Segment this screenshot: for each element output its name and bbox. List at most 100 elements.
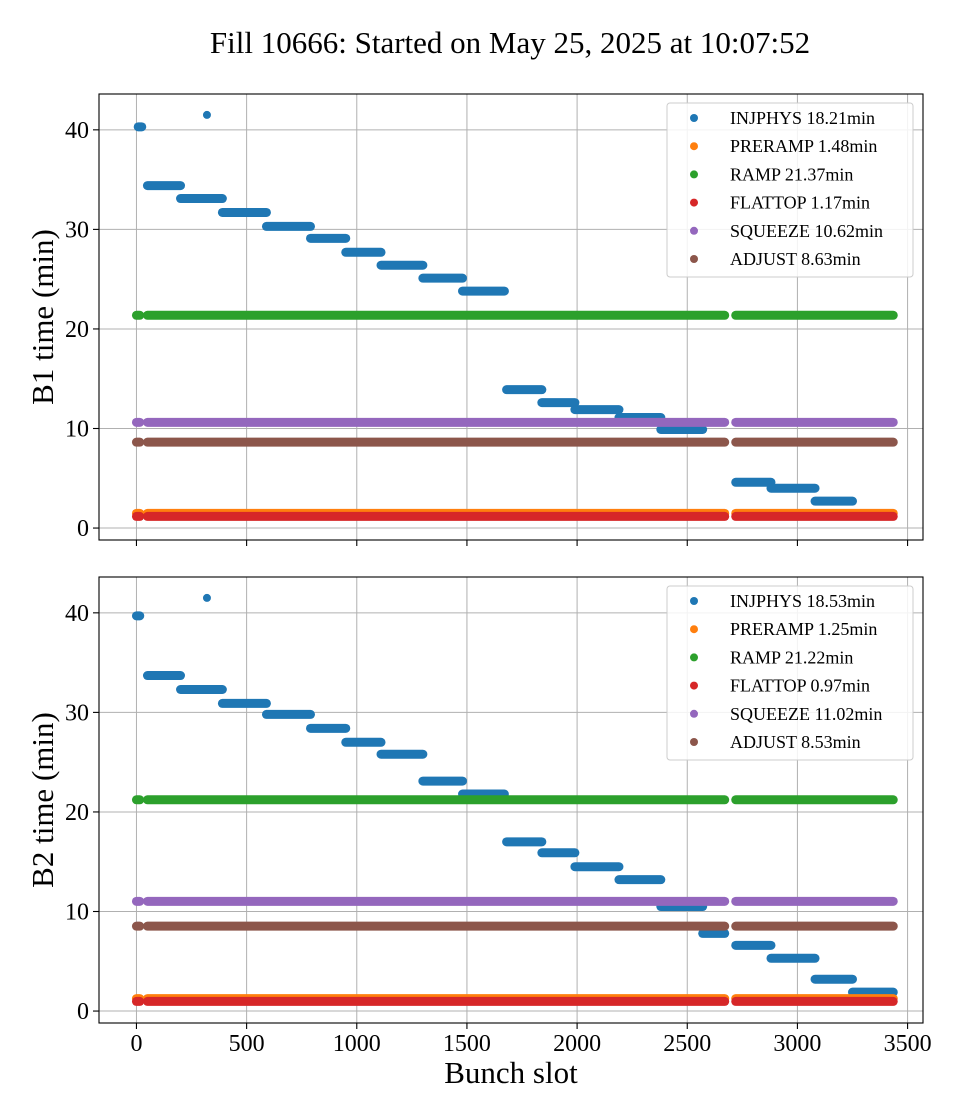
b2-legend-marker — [690, 653, 698, 662]
b2-xtick-label: 2000 — [553, 1031, 601, 1057]
b2-series-5-run — [142, 921, 730, 931]
b2-series-0-run — [537, 848, 580, 858]
b2-ylabel: B2 time (min) — [25, 712, 60, 888]
b1-series-0-run — [656, 424, 708, 434]
b2-xtick-label: 500 — [229, 1031, 265, 1057]
b2-series-4 — [131, 896, 898, 906]
b2-xtick-label: 3500 — [884, 1031, 932, 1057]
b2-series-0-run — [418, 776, 468, 786]
b2-series-0 — [131, 593, 898, 997]
b1-series-4-run — [142, 417, 730, 427]
b1-series-5-run — [731, 437, 898, 447]
b1-legend-entry: RAMP 21.37min — [730, 164, 853, 184]
b1-series-0-run — [341, 247, 386, 257]
b2-series-0-run — [570, 862, 624, 872]
b2-series-3 — [131, 996, 898, 1006]
b1-series-3-run — [131, 511, 145, 521]
b1-legend-entry: FLATTOP 1.17min — [730, 193, 870, 213]
b1-legend-marker — [690, 142, 698, 151]
b2-legend-marker — [690, 625, 698, 634]
b2-ytick-label: 0 — [77, 999, 89, 1025]
b1-series-3-run — [142, 511, 730, 521]
b2-legend-box — [666, 585, 914, 761]
figure-title: Fill 10666: Started on May 25, 2025 at 1… — [210, 25, 810, 60]
b1-series-3 — [131, 511, 898, 521]
b1-ytick-label: 0 — [77, 516, 89, 542]
b2-series-0-run — [698, 928, 730, 938]
b1-series-5-run — [142, 437, 730, 447]
b2-panel: 0 500 1000 1500 2000 2500 3000 3500 0 10 20 30 40 B2 … — [25, 576, 932, 1090]
b1-series-0-run — [502, 385, 547, 395]
b1-legend-marker — [690, 170, 698, 179]
b1-series-0-run — [766, 483, 820, 493]
b2-ytick-label: 40 — [65, 601, 89, 627]
b2-series-5-run — [731, 921, 898, 931]
b1-series-0-run — [537, 398, 580, 408]
b2-xtick-label: 1000 — [333, 1031, 381, 1057]
b1-series-0-run — [217, 207, 271, 217]
b1-legend-marker — [690, 255, 698, 263]
b2-series-4-run — [731, 896, 898, 906]
b2-axes-frame — [98, 576, 924, 1024]
b1-ylabel: B1 time (min) — [25, 229, 60, 405]
b2-series-4-run — [131, 896, 145, 906]
b2-series-4-run — [142, 896, 730, 906]
b2-series-2-run — [131, 795, 145, 805]
b2-series-0-run — [614, 875, 666, 885]
b1-series-4 — [131, 417, 898, 427]
b1-series-0 — [133, 110, 857, 506]
b1-series-5-run — [131, 437, 145, 447]
b1-series-4-run — [131, 417, 145, 427]
b2-xtick-label: 0 — [130, 1031, 142, 1057]
b2-ytick-label: 10 — [65, 900, 89, 926]
b1-series-2-run — [131, 310, 145, 320]
b2-legend-entry: PRERAMP 1.25min — [730, 619, 877, 639]
b1-series-0-run — [176, 194, 227, 204]
b1-series-3-run — [731, 511, 898, 521]
b1-legend-entry: INJPHYS 18.21min — [730, 108, 875, 128]
b2-series-2-run — [142, 795, 730, 805]
b1-series-2 — [131, 310, 898, 320]
b1-legend-entry: ADJUST 8.63min — [730, 249, 861, 269]
b1-legend-entry: PRERAMP 1.48min — [730, 136, 877, 156]
b2-legend-marker — [690, 709, 698, 718]
b2-legend-entry: RAMP 21.22min — [730, 647, 853, 667]
b1-series-2-run — [731, 310, 898, 320]
b2-series-0-run — [766, 953, 820, 963]
b1-legend-box — [666, 102, 914, 278]
b1-series-0-run — [261, 221, 316, 231]
b1-series-0-run — [376, 260, 428, 270]
b2-series-0-point — [202, 593, 211, 602]
b2-series-3-run — [131, 996, 145, 1006]
b2-series-0-run — [810, 974, 857, 984]
b1-series-0-run — [570, 405, 624, 415]
b1-ytick-label: 30 — [65, 217, 89, 243]
b2-series-0-run — [261, 709, 316, 719]
b1-series-0-run — [458, 286, 509, 296]
b1-legend-entry: SQUEEZE 10.62min — [730, 221, 883, 241]
b1-series-4-run — [731, 417, 898, 427]
b2-series-0-run — [217, 698, 271, 708]
b2-legend: INJPHYS 18.53min PRERAMP 1.25min RAMP 21.2… — [666, 585, 914, 761]
b2-series-0-run — [502, 837, 547, 847]
b2-series-0-run — [731, 940, 776, 950]
b2-series-0-run — [176, 684, 227, 694]
b1-series-0-run — [133, 122, 147, 132]
b2-series-2-run — [731, 795, 898, 805]
b1-series-0-run — [731, 477, 776, 487]
b2-series-3-run — [142, 996, 730, 1006]
b1-series-2-run — [142, 310, 730, 320]
b2-legend-marker — [690, 681, 698, 690]
b1-legend-marker — [690, 226, 698, 235]
b1-series-5 — [131, 437, 898, 447]
b2-xtick-label: 3000 — [773, 1031, 821, 1057]
b2-xtick-label: 2500 — [663, 1031, 711, 1057]
b2-series-0-run — [376, 749, 428, 759]
b2-series-0-run — [306, 723, 351, 733]
b2-series-0-run — [341, 737, 386, 747]
b2-xtick-label: 1500 — [443, 1031, 491, 1057]
b1-legend-marker — [690, 198, 698, 207]
b1-series-0-run — [418, 273, 468, 283]
b1-axes-frame — [98, 93, 924, 541]
